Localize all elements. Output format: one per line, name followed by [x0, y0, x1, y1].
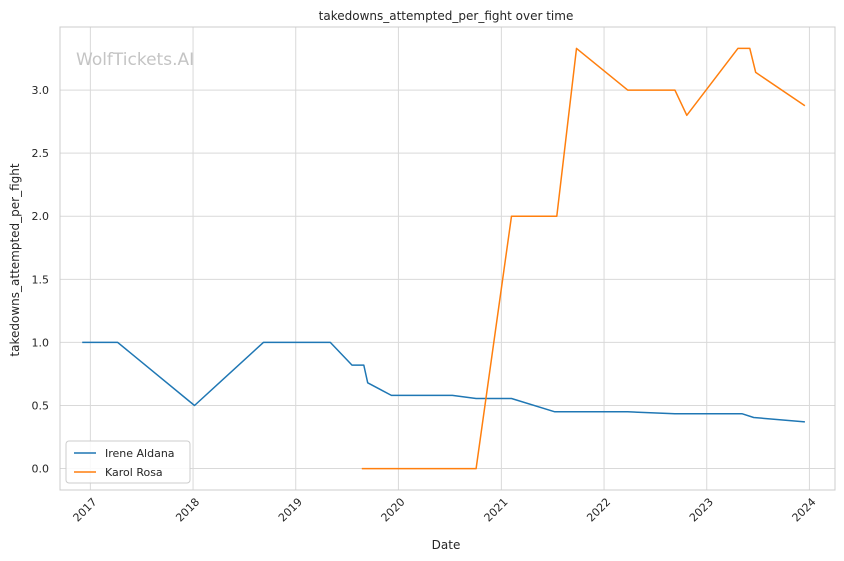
- series-layer: [82, 47, 806, 470]
- y-tick-label: 0.0: [32, 463, 50, 476]
- y-tick-label: 2.5: [32, 147, 50, 160]
- y-tick-label: 3.0: [32, 84, 50, 97]
- y-tick-label: 1.5: [32, 273, 50, 286]
- legend-label: Karol Rosa: [105, 466, 163, 479]
- y-tick-label: 2.0: [32, 210, 50, 223]
- grid: [60, 27, 835, 490]
- x-tick-label: 2021: [482, 496, 511, 525]
- legend-label: Irene Aldana: [105, 447, 175, 460]
- x-tick-label: 2022: [584, 496, 613, 525]
- x-tick-label: 2018: [173, 496, 202, 525]
- legend: Irene Aldana Karol Rosa: [65, 440, 191, 484]
- x-tick-label: 2020: [379, 496, 408, 525]
- series-line-0: [82, 341, 805, 423]
- x-tick-label: 2019: [276, 496, 305, 525]
- y-ticks: 0.0 0.5 1.0 1.5 2.0 2.5 3.0: [32, 84, 50, 475]
- watermark: WolfTickets.AI: [76, 50, 194, 70]
- y-tick-label: 0.5: [32, 399, 50, 412]
- x-tick-label: 2017: [71, 496, 100, 525]
- x-ticks: 2017 2018 2019 2020 2021 2022 2023 2024: [71, 496, 819, 525]
- x-tick-label: 2024: [790, 496, 819, 525]
- x-axis-label: Date: [432, 538, 461, 552]
- x-tick-label: 2023: [687, 496, 716, 525]
- chart-title: takedowns_attempted_per_fight over time: [319, 9, 574, 23]
- legend-box: [65, 440, 191, 484]
- plot-frame: [59, 26, 836, 491]
- y-axis-label: takedowns_attempted_per_fight: [8, 163, 22, 356]
- series-line-1: [361, 47, 806, 470]
- y-tick-label: 1.0: [32, 336, 50, 349]
